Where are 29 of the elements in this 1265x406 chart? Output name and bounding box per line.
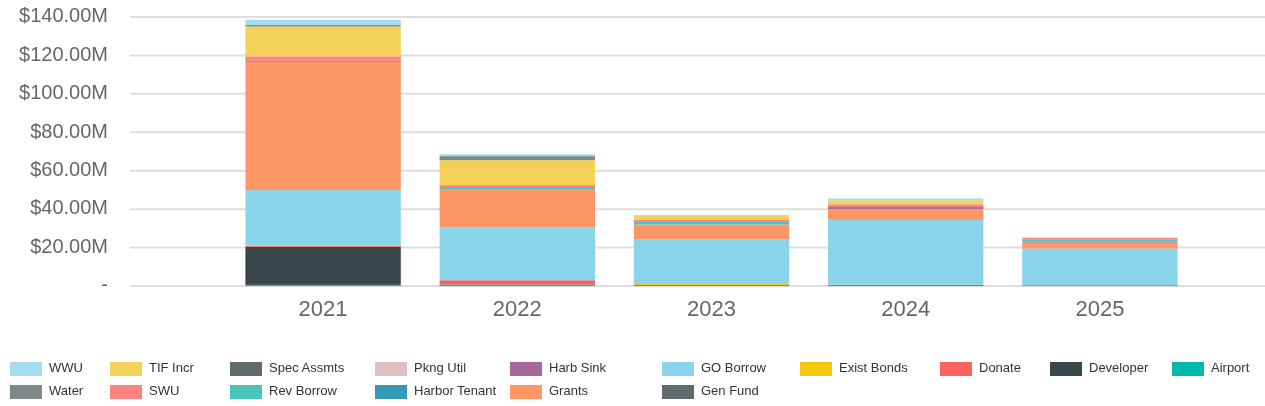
x-tick-label: 2024: [881, 296, 931, 321]
legend-label: GO Borrow: [701, 360, 767, 376]
legend-label: Developer: [1089, 360, 1149, 376]
y-tick-label: $80.00M: [30, 119, 108, 142]
legend-label: Donate: [979, 360, 1021, 376]
legend-label: Harb Sink: [549, 360, 607, 376]
legend-label: Gen Fund: [701, 383, 759, 399]
y-tick-label: $40.00M: [30, 196, 108, 219]
x-tick-label: 2025: [1075, 296, 1125, 321]
legend-label: Airport: [1211, 360, 1250, 376]
legend-label: WWU: [49, 360, 83, 376]
legend-label: Exist Bonds: [839, 360, 909, 376]
legend-label: Rev Borrow: [269, 383, 338, 399]
y-tick-label: $20.00M: [30, 234, 108, 257]
x-tick-label: 2022: [492, 296, 542, 321]
y-tick-label: $140.00M: [19, 4, 108, 27]
y-tick-label: -: [101, 273, 108, 296]
legend-label: SWU: [149, 383, 180, 399]
x-tick-label: 2023: [687, 296, 736, 321]
y-tick-label: $60.00M: [30, 158, 108, 180]
x-tick-label: 2021: [298, 296, 348, 321]
legend-label: Water: [49, 383, 84, 399]
y-tick-label: $120.00M: [19, 42, 108, 65]
legend-label: TIF Incr: [149, 360, 195, 376]
y-tick-label: $100.00M: [19, 81, 108, 104]
legend-label: Grants: [549, 383, 589, 399]
legend-label: Pkng Util: [414, 360, 467, 376]
legend-label: Harbor Tenant: [414, 383, 497, 399]
legend-label: Spec Assmts: [269, 360, 345, 376]
